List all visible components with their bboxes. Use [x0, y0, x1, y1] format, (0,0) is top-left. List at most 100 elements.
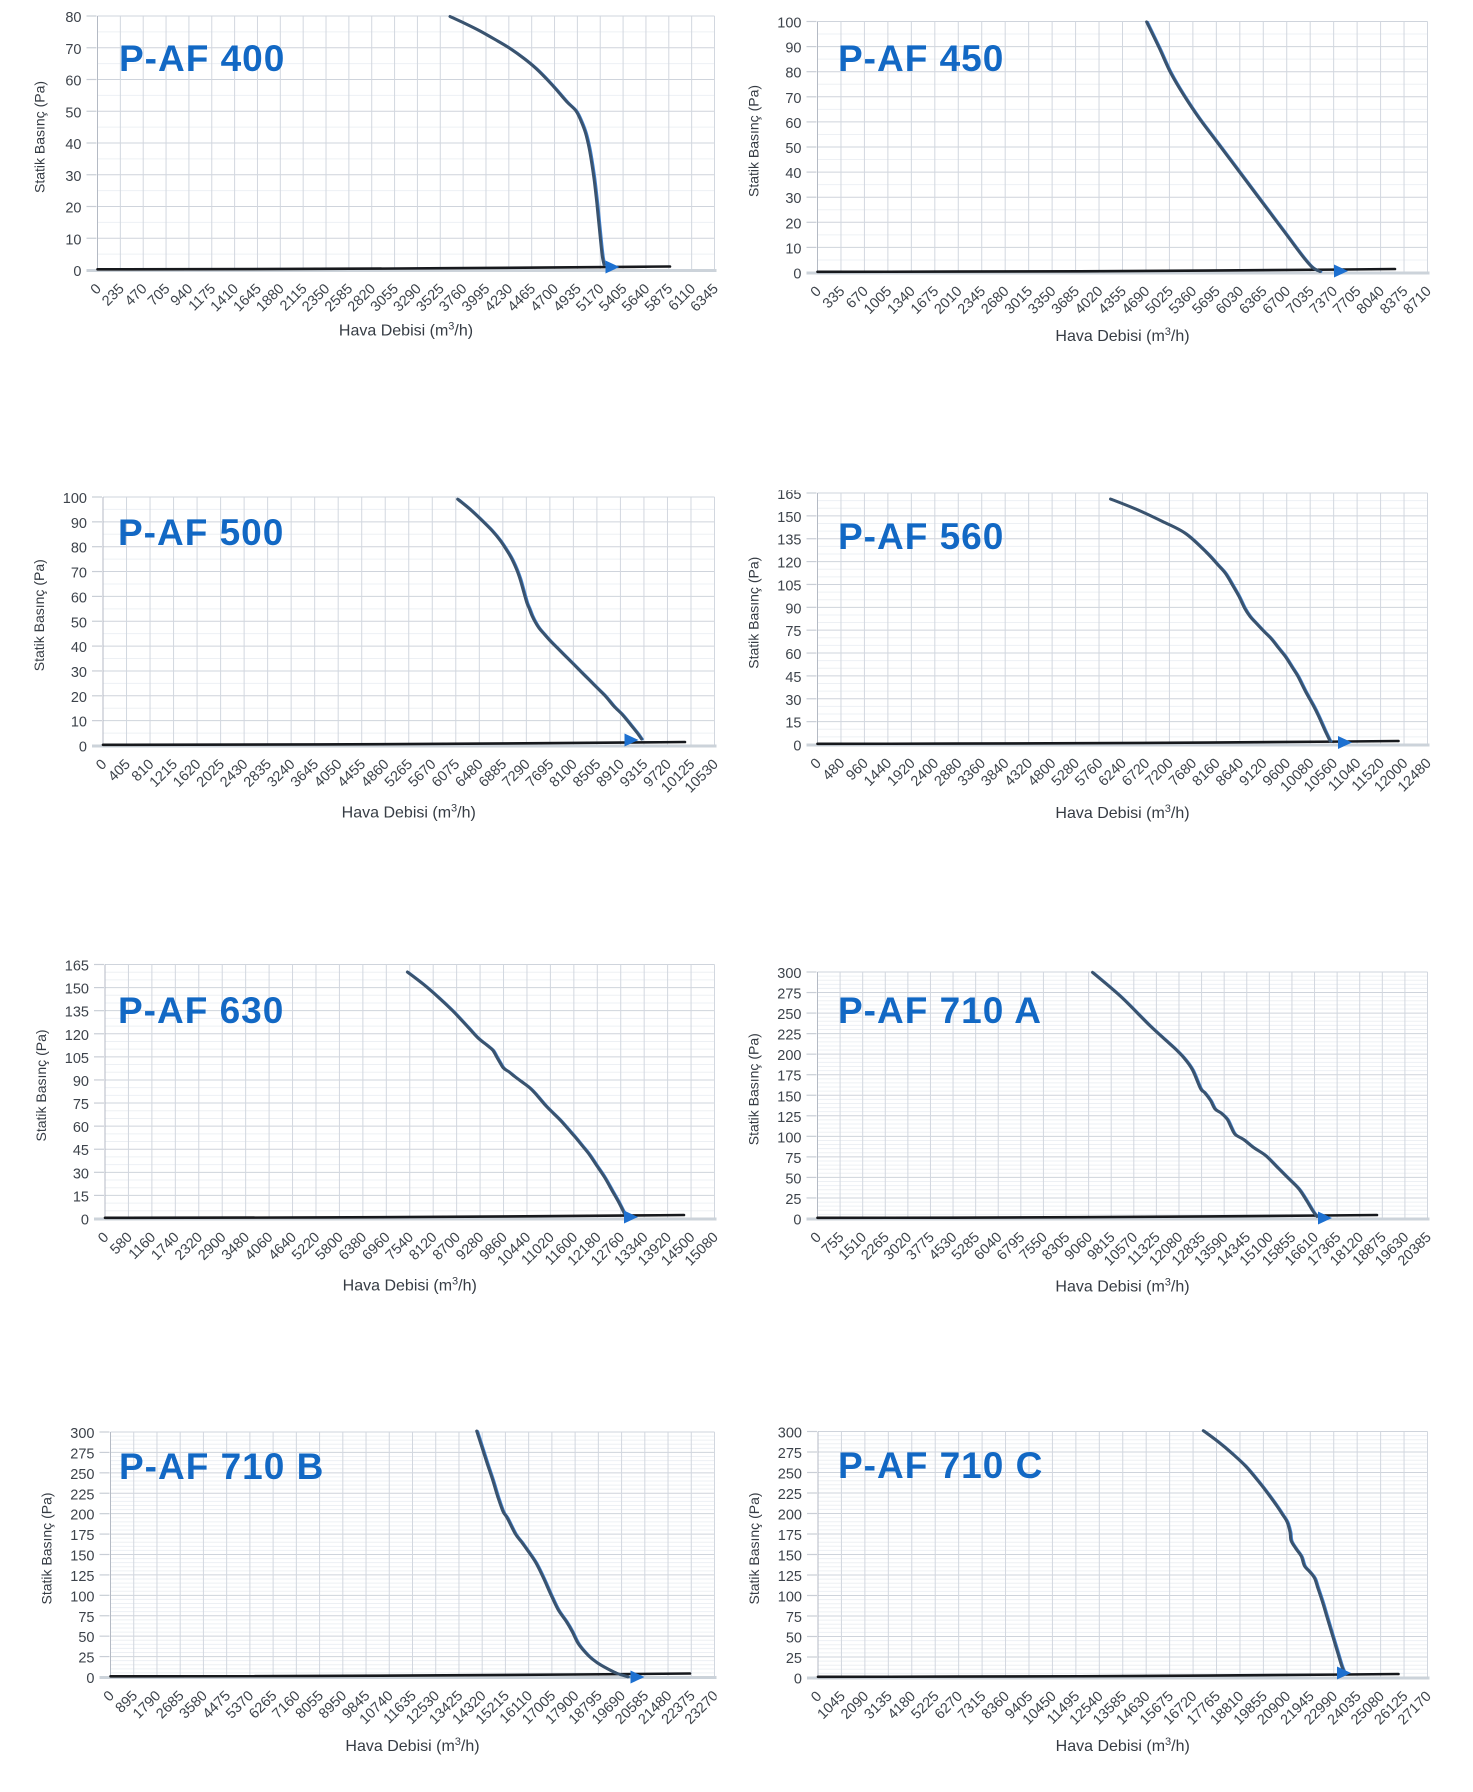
svg-text:Statik Basınç (Pa): Statik Basınç (Pa) [746, 1492, 762, 1604]
svg-text:0: 0 [794, 1672, 802, 1688]
svg-text:P-AF 560: P-AF 560 [838, 516, 1004, 557]
svg-text:90: 90 [785, 41, 801, 57]
svg-text:30: 30 [71, 665, 87, 681]
svg-text:10: 10 [785, 241, 801, 257]
svg-text:25: 25 [786, 1651, 802, 1667]
svg-text:250: 250 [778, 1467, 802, 1483]
svg-text:Hava Debisi (m3/h): Hava Debisi (m3/h) [1055, 326, 1189, 345]
svg-text:175: 175 [778, 1528, 802, 1544]
svg-text:Hava Debisi (m3/h): Hava Debisi (m3/h) [1055, 1277, 1189, 1296]
svg-text:150: 150 [777, 1089, 801, 1105]
svg-text:P-AF 500: P-AF 500 [118, 512, 284, 553]
svg-text:0: 0 [79, 740, 87, 756]
svg-text:Hava Debisi (m3/h): Hava Debisi (m3/h) [345, 1736, 479, 1755]
svg-text:105: 105 [65, 1051, 89, 1067]
svg-text:125: 125 [778, 1569, 802, 1585]
svg-text:45: 45 [785, 670, 801, 686]
svg-text:75: 75 [78, 1610, 94, 1626]
svg-text:200: 200 [778, 1508, 802, 1524]
svg-text:40: 40 [785, 166, 801, 182]
svg-text:125: 125 [777, 1110, 801, 1126]
svg-text:10: 10 [65, 232, 81, 248]
svg-text:75: 75 [785, 624, 801, 640]
svg-text:275: 275 [777, 987, 801, 1003]
svg-text:165: 165 [777, 487, 801, 503]
svg-text:Hava Debisi (m3/h): Hava Debisi (m3/h) [342, 803, 476, 822]
svg-text:Hava Debisi (m3/h): Hava Debisi (m3/h) [343, 1276, 477, 1295]
svg-text:250: 250 [777, 1007, 801, 1023]
svg-text:90: 90 [73, 1074, 89, 1090]
svg-text:90: 90 [785, 601, 801, 617]
svg-text:50: 50 [786, 1631, 802, 1647]
svg-text:175: 175 [777, 1069, 801, 1085]
svg-text:125: 125 [70, 1569, 94, 1585]
svg-text:0: 0 [86, 1671, 94, 1687]
svg-text:P-AF 710 A: P-AF 710 A [838, 990, 1042, 1031]
svg-text:50: 50 [65, 105, 81, 121]
svg-text:30: 30 [785, 693, 801, 709]
svg-text:P-AF 710 C: P-AF 710 C [838, 1445, 1043, 1486]
svg-text:100: 100 [63, 491, 87, 507]
svg-text:0: 0 [793, 739, 801, 755]
svg-text:75: 75 [73, 1097, 89, 1113]
svg-text:120: 120 [65, 1028, 89, 1044]
svg-text:20: 20 [65, 201, 81, 217]
svg-text:Statik Basınç (Pa): Statik Basınç (Pa) [39, 1492, 55, 1604]
svg-text:200: 200 [777, 1048, 801, 1064]
svg-text:Hava Debisi (m3/h): Hava Debisi (m3/h) [339, 321, 473, 340]
svg-text:60: 60 [71, 590, 87, 606]
svg-text:80: 80 [65, 10, 81, 26]
svg-text:70: 70 [65, 42, 81, 58]
svg-text:25: 25 [78, 1651, 94, 1667]
svg-text:0: 0 [793, 1213, 801, 1229]
svg-text:100: 100 [778, 1590, 802, 1606]
svg-text:15: 15 [785, 716, 801, 732]
svg-text:275: 275 [70, 1446, 94, 1462]
svg-text:225: 225 [70, 1487, 94, 1503]
svg-text:Statik Basınç (Pa): Statik Basınç (Pa) [31, 559, 47, 671]
svg-text:P-AF 630: P-AF 630 [118, 990, 284, 1031]
svg-text:300: 300 [778, 1426, 802, 1442]
svg-text:150: 150 [65, 982, 89, 998]
svg-text:300: 300 [777, 966, 801, 982]
svg-text:Statik Basınç (Pa): Statik Basınç (Pa) [746, 1033, 762, 1145]
svg-text:30: 30 [785, 191, 801, 207]
svg-text:P-AF 450: P-AF 450 [838, 38, 1004, 79]
svg-text:75: 75 [785, 1151, 801, 1167]
svg-text:70: 70 [785, 91, 801, 107]
svg-text:40: 40 [71, 640, 87, 656]
svg-text:Statik Basınç (Pa): Statik Basınç (Pa) [32, 81, 48, 193]
svg-text:150: 150 [778, 1549, 802, 1565]
svg-text:80: 80 [71, 541, 87, 557]
svg-text:60: 60 [785, 647, 801, 663]
svg-text:0: 0 [81, 1213, 89, 1229]
svg-text:150: 150 [70, 1549, 94, 1565]
svg-text:135: 135 [777, 533, 801, 549]
svg-text:100: 100 [70, 1589, 94, 1605]
svg-text:300: 300 [70, 1426, 94, 1442]
svg-text:275: 275 [778, 1446, 802, 1462]
svg-text:Statik Basınç (Pa): Statik Basınç (Pa) [33, 1029, 49, 1141]
svg-text:P-AF 400: P-AF 400 [119, 38, 285, 79]
svg-text:10: 10 [71, 715, 87, 731]
svg-text:Statik Basınç (Pa): Statik Basınç (Pa) [746, 85, 762, 197]
svg-text:200: 200 [70, 1508, 94, 1524]
svg-text:70: 70 [71, 566, 87, 582]
svg-text:50: 50 [785, 141, 801, 157]
svg-text:30: 30 [65, 169, 81, 185]
svg-text:30: 30 [73, 1166, 89, 1182]
svg-text:135: 135 [65, 1005, 89, 1021]
svg-text:225: 225 [778, 1487, 802, 1503]
svg-text:100: 100 [777, 1130, 801, 1146]
svg-text:P-AF 710 B: P-AF 710 B [119, 1446, 324, 1487]
svg-text:150: 150 [777, 510, 801, 526]
svg-text:250: 250 [70, 1467, 94, 1483]
svg-text:75: 75 [786, 1610, 802, 1626]
svg-text:50: 50 [78, 1630, 94, 1646]
svg-text:100: 100 [777, 16, 801, 32]
svg-text:Statik Basınç (Pa): Statik Basınç (Pa) [746, 557, 762, 669]
svg-text:90: 90 [71, 516, 87, 532]
svg-text:15: 15 [73, 1189, 89, 1205]
svg-text:0: 0 [793, 267, 801, 283]
svg-text:80: 80 [785, 66, 801, 82]
